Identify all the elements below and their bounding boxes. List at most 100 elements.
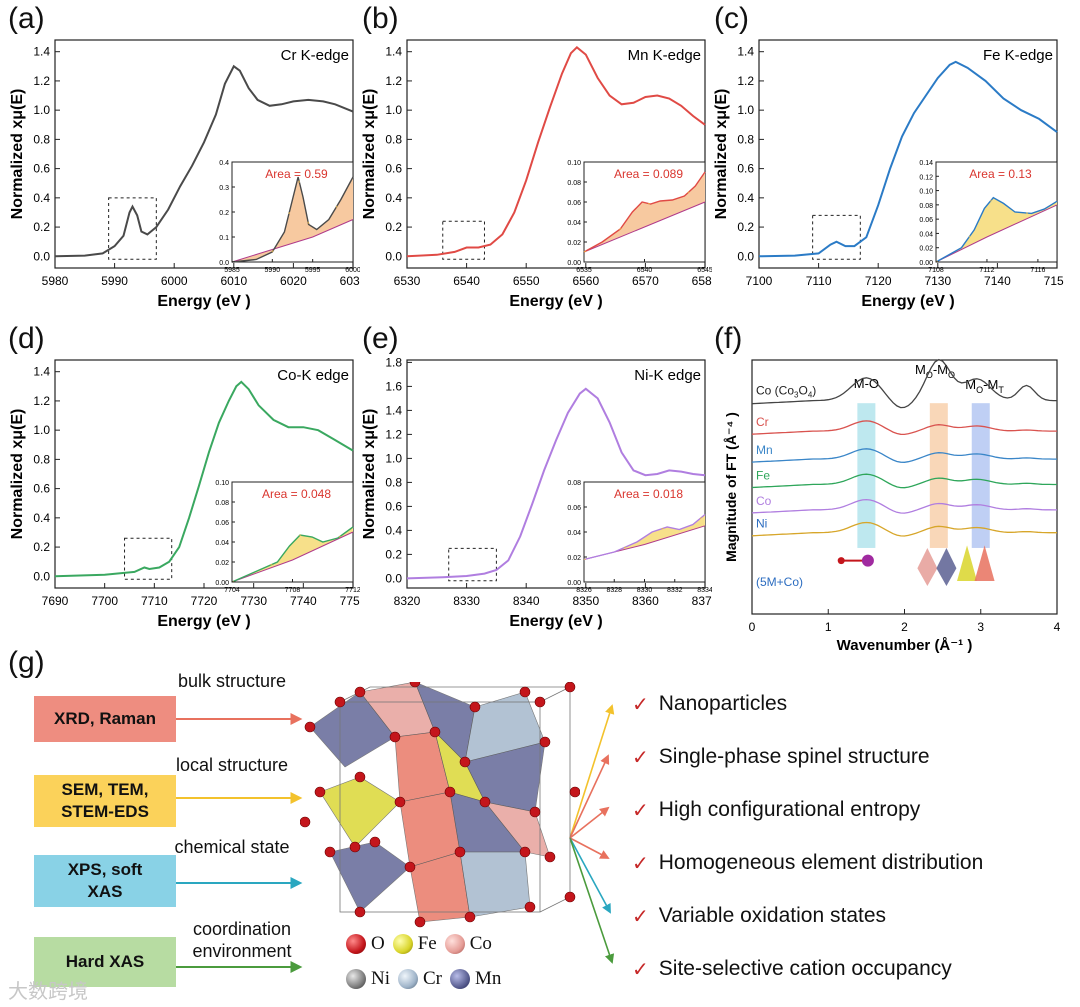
panel-b-tag: (b) bbox=[362, 2, 399, 35]
panel-e-tag: (e) bbox=[362, 322, 399, 355]
atom-icon bbox=[861, 554, 874, 567]
x-tick-label: 7730 bbox=[240, 594, 267, 608]
peak-band bbox=[971, 403, 990, 548]
area-label: Area = 0.59 bbox=[265, 167, 328, 181]
oxygen-atom bbox=[354, 771, 366, 783]
x-tick-label: 7100 bbox=[746, 274, 773, 288]
band-label-part: M bbox=[965, 377, 976, 392]
y-axis-label: Normalized xμ(E) bbox=[9, 409, 26, 540]
x-tick-label: 5980 bbox=[42, 274, 69, 288]
atom-icon bbox=[837, 557, 845, 565]
oxygen-atom bbox=[444, 786, 456, 798]
x-tick-label: 7700 bbox=[91, 594, 118, 608]
oxygen-atom bbox=[304, 721, 316, 733]
y-tick-label: 1.0 bbox=[737, 103, 754, 117]
y-axis-label: Normalized xμ(E) bbox=[361, 89, 378, 220]
inset-x-tick-label: 8328 bbox=[606, 587, 622, 594]
spectrum-line bbox=[54, 380, 354, 578]
y-tick-label: 1.2 bbox=[385, 427, 402, 441]
y-tick-label: 0.2 bbox=[385, 220, 402, 234]
inset-spectrum-line bbox=[583, 513, 706, 561]
y-tick-label: 1.0 bbox=[385, 451, 402, 465]
x-tick-label: 8350 bbox=[572, 594, 599, 608]
spectrum-line bbox=[758, 60, 1058, 258]
oxygen-atom bbox=[354, 686, 366, 698]
inset-y-tick-label: 0.06 bbox=[567, 200, 581, 207]
oxygen-atom bbox=[539, 736, 551, 748]
x-tick-label: 6550 bbox=[513, 274, 540, 288]
property-arrow bbox=[569, 837, 615, 964]
oxygen-atom bbox=[314, 786, 326, 798]
peak-band bbox=[929, 403, 948, 548]
band-label-sub: O bbox=[926, 370, 933, 380]
spinel-structure-illustration bbox=[300, 682, 580, 928]
x-axis-label: Energy (eV ) bbox=[157, 293, 250, 310]
property-arrow bbox=[569, 837, 611, 914]
atom-mn-icon bbox=[450, 969, 470, 989]
oxygen-atom bbox=[429, 726, 441, 738]
inset-y-tick-label: 0.02 bbox=[215, 560, 229, 567]
element-legend-row2: Ni Cr Mn bbox=[338, 968, 501, 990]
x-tick-label: 7690 bbox=[42, 594, 69, 608]
oxygen-atom bbox=[459, 756, 471, 768]
inset-y-tick-label: 0.3 bbox=[219, 185, 229, 192]
unit-cell-edge bbox=[339, 701, 541, 913]
x-tick-label: 6000 bbox=[161, 274, 188, 288]
series-label: Ni bbox=[756, 517, 767, 531]
property-entropy: ✓ High configurational entropy bbox=[632, 798, 921, 822]
x-axis-label: Energy (eV ) bbox=[157, 613, 250, 630]
atom-cr-icon bbox=[398, 969, 418, 989]
check-icon: ✓ bbox=[632, 904, 649, 928]
unit-cell-edge bbox=[539, 687, 571, 913]
x-tick-label: 5990 bbox=[101, 274, 128, 288]
inset-x-tick-label: 6540 bbox=[637, 267, 653, 274]
oxygen-atom bbox=[414, 916, 426, 928]
property-arrow bbox=[569, 754, 610, 839]
oxygen-atom bbox=[300, 816, 311, 828]
legend-cr: Cr bbox=[423, 968, 442, 989]
inset-y-tick-label: 0.1 bbox=[219, 235, 229, 242]
inset-x-tick-label: 8334 bbox=[697, 587, 712, 594]
x-tick-label: 8320 bbox=[394, 594, 421, 608]
integrated-area bbox=[232, 527, 353, 582]
inset-y-tick-label: 0.10 bbox=[567, 160, 581, 167]
property-nanoparticles: ✓ Nanoparticles bbox=[632, 692, 788, 716]
inset-y-tick-label: 0.06 bbox=[567, 505, 581, 512]
legend-mn: Mn bbox=[475, 968, 502, 989]
property-single-phase: ✓ Single-phase spinel structure bbox=[632, 745, 930, 769]
inset-y-tick-label: 0.0 bbox=[219, 260, 229, 267]
integrated-area bbox=[232, 177, 353, 262]
ft-series-line bbox=[751, 448, 1057, 463]
inset-x-tick-label: 7708 bbox=[285, 587, 301, 594]
x-tick-label: 3 bbox=[977, 620, 984, 634]
y-tick-label: 0.8 bbox=[33, 132, 50, 146]
element-legend-row1: O Fe Co bbox=[338, 933, 492, 955]
edge-label: Mn K-edge bbox=[628, 47, 701, 64]
series-label-sub: 3 bbox=[794, 390, 799, 399]
y-tick-label: 1.0 bbox=[33, 103, 50, 117]
inset-x-tick-label: 7712 bbox=[345, 587, 360, 594]
atom-o-icon bbox=[346, 934, 366, 954]
baseline-line bbox=[231, 531, 354, 583]
y-tick-label: 0.4 bbox=[385, 523, 402, 537]
y-tick-label: 0.2 bbox=[385, 547, 402, 561]
inset-y-tick-label: 0.06 bbox=[919, 217, 933, 224]
legend-o: O bbox=[371, 933, 385, 954]
ft-series-line bbox=[751, 358, 1057, 409]
inset-y-tick-label: 0.08 bbox=[567, 480, 581, 487]
plot-frame bbox=[406, 359, 706, 589]
inset-y-tick-label: 0.4 bbox=[219, 160, 229, 167]
inset-x-tick-label: 6000 bbox=[345, 267, 360, 274]
y-tick-label: 1.4 bbox=[33, 365, 50, 379]
inset-y-tick-label: 0.08 bbox=[919, 203, 933, 210]
y-tick-label: 1.2 bbox=[33, 394, 50, 408]
y-tick-label: 1.6 bbox=[385, 379, 402, 393]
oxygen-atom bbox=[334, 696, 346, 708]
legend-fe: Fe bbox=[417, 933, 437, 954]
y-tick-label: 0.8 bbox=[33, 452, 50, 466]
oxygen-atom bbox=[519, 846, 531, 858]
inset-y-tick-label: 0.02 bbox=[567, 555, 581, 562]
inset-x-tick-label: 8332 bbox=[667, 587, 683, 594]
